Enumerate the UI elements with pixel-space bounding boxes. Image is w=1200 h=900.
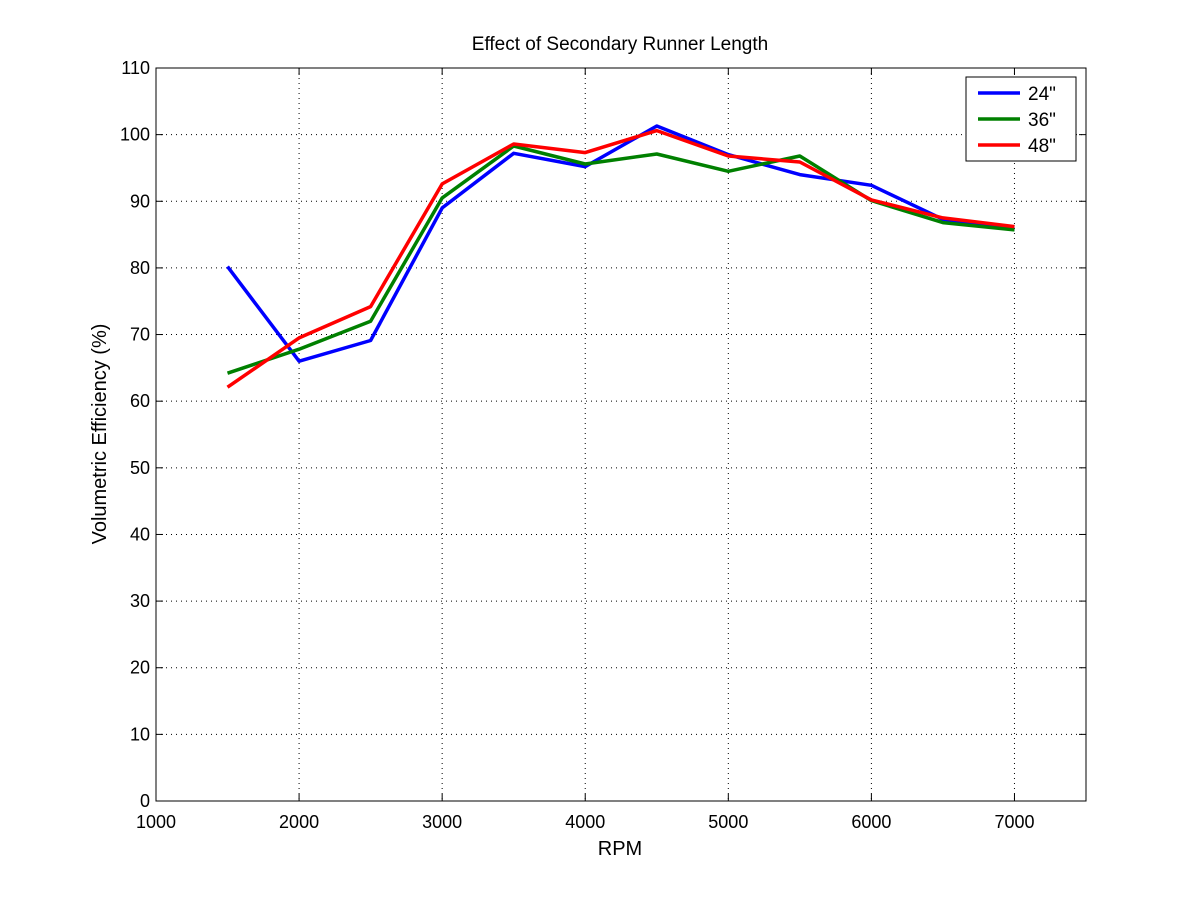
y-tick-label: 40 [130, 524, 150, 544]
legend-label: 24" [1028, 84, 1056, 105]
x-tick-label: 6000 [851, 812, 891, 832]
series-line-2 [226, 144, 1015, 375]
plot-frame [155, 67, 1087, 802]
y-tick-label: 50 [130, 458, 150, 478]
y-tick-label: 80 [130, 258, 150, 278]
x-axis-label: RPM [598, 838, 642, 860]
x-tick-label: 4000 [565, 812, 605, 832]
y-tick-label: 110 [121, 58, 150, 78]
legend-label: 36" [1028, 110, 1056, 131]
y-tick-label: 10 [130, 724, 150, 744]
legend: 24" 36" 48" [965, 76, 1077, 162]
x-tick-label: 5000 [708, 812, 748, 832]
y-tick-label: 30 [130, 591, 150, 611]
legend-label: 48" [1028, 136, 1056, 157]
x-tick-label: 3000 [422, 812, 462, 832]
y-tick-label: 90 [130, 191, 150, 211]
y-tick-label: 20 [130, 658, 150, 678]
axis-ticks: 1000 2000 3000 4000 5000 6000 7000 0 10 20 30 40 50 6… [120, 58, 1086, 832]
x-tick-label: 2000 [279, 812, 319, 832]
series-line-1 [226, 124, 1015, 363]
grid [156, 68, 1086, 801]
x-tick-label: 7000 [994, 812, 1034, 832]
y-tick-label: 0 [140, 791, 150, 811]
series-lines [226, 124, 1015, 389]
y-axis-label: Volumetric Efficiency (%) [89, 324, 111, 545]
chart-title: Effect of Secondary Runner Length [472, 34, 768, 55]
x-tick-label: 1000 [136, 812, 176, 832]
y-tick-label: 60 [130, 391, 150, 411]
series-line-3 [226, 128, 1015, 389]
y-tick-label: 70 [130, 325, 150, 345]
y-tick-label: 100 [120, 125, 150, 145]
